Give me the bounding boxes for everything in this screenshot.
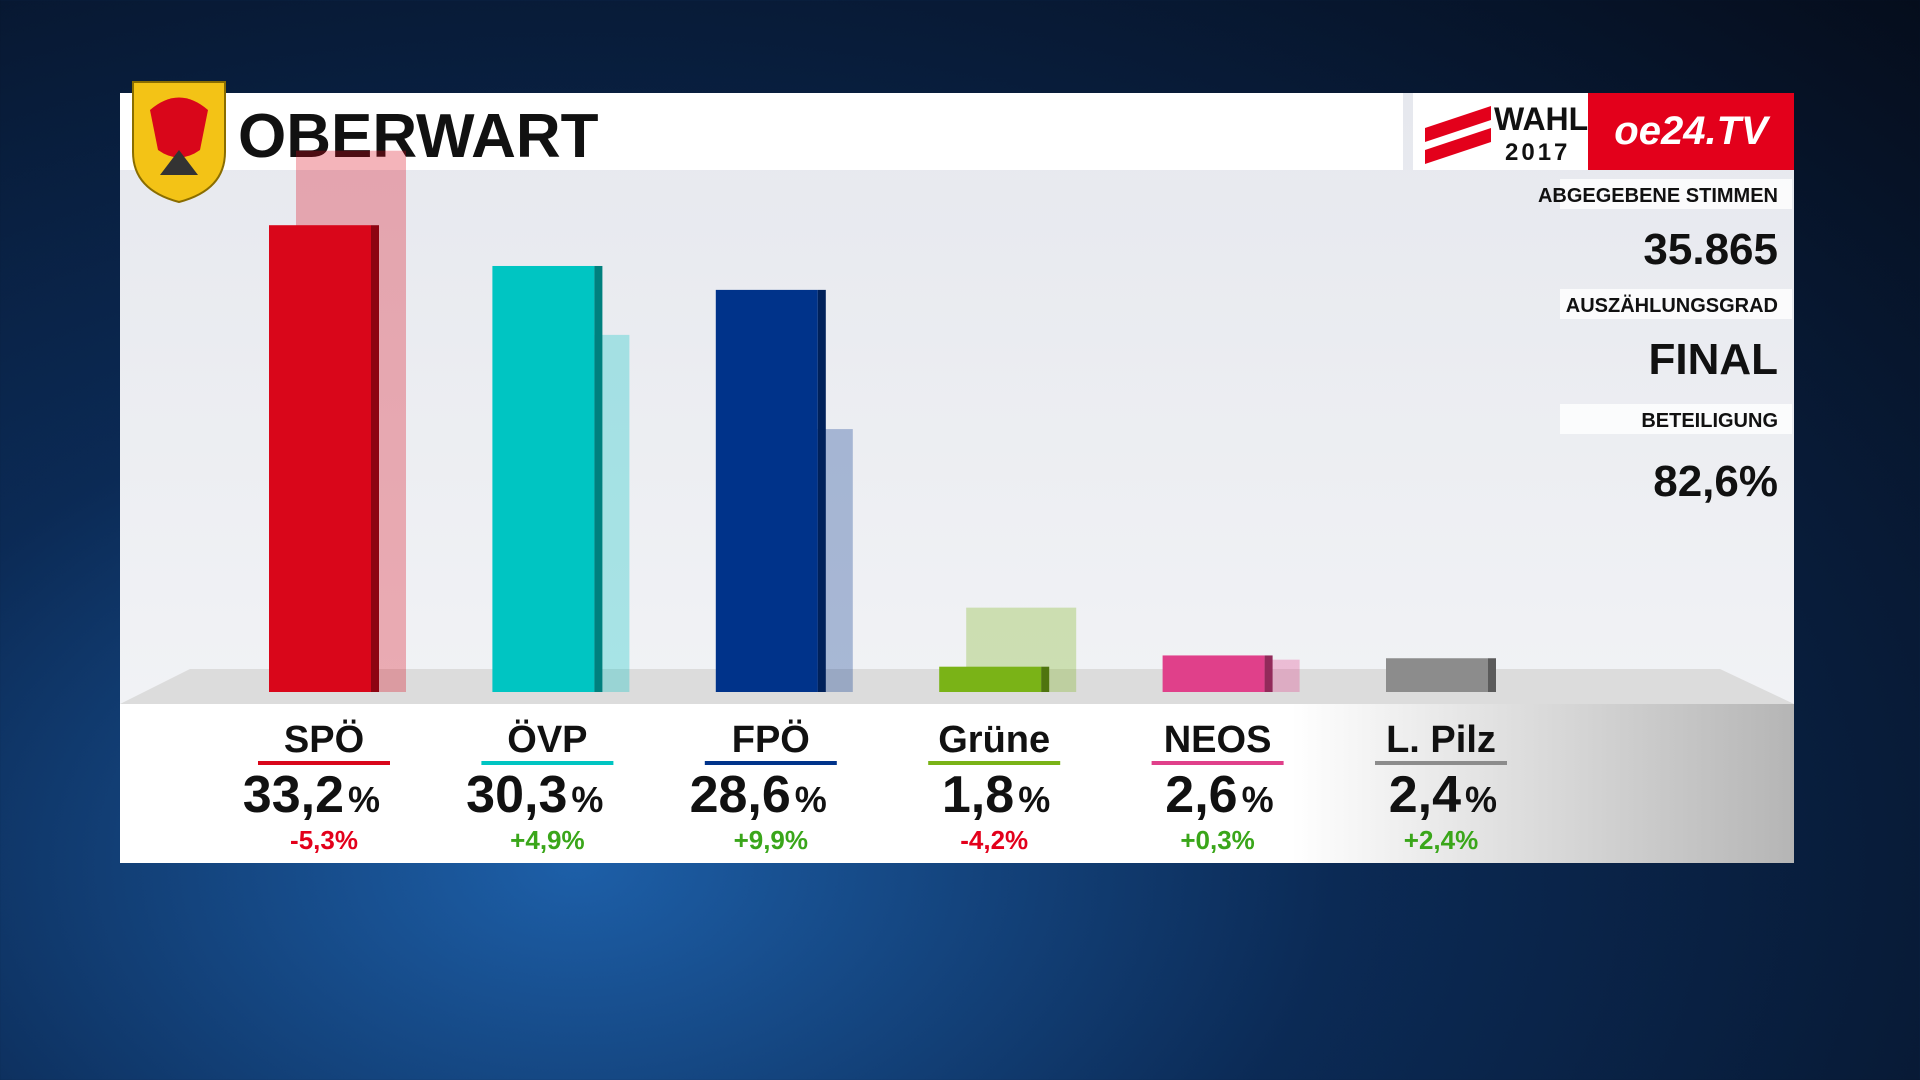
value-label: 2,6 [1165, 766, 1237, 824]
change-label: +4,9% [510, 825, 584, 855]
coat-of-arms [132, 81, 226, 204]
channel-box [1588, 93, 1794, 170]
bar-side [1041, 666, 1050, 692]
bar [939, 666, 1042, 692]
bar [1386, 658, 1488, 692]
info-value: FINAL [1648, 335, 1778, 384]
bar-side [1264, 655, 1273, 692]
bar [492, 265, 595, 692]
value-label: 33,2 [243, 766, 344, 824]
bar-side [817, 289, 826, 692]
logo-flag [1425, 106, 1491, 164]
info-label-bg [1560, 289, 1792, 319]
party-underline [258, 761, 390, 765]
value-unit: % [571, 779, 603, 820]
value-unit: % [348, 779, 380, 820]
title: OBERWART [238, 102, 599, 171]
value-label: 2,4 [1389, 766, 1461, 824]
info-value: 82,6% [1653, 457, 1778, 506]
info-label-bg [1560, 404, 1792, 434]
change-label: -5,3% [290, 825, 358, 855]
info-label-bg [1560, 179, 1792, 209]
change-label: +0,3% [1180, 825, 1254, 855]
logo-year: 2017 [1505, 139, 1570, 166]
party-underline [1375, 761, 1507, 765]
info-label: AUSZÄHLUNGSGRAD [1566, 294, 1778, 317]
party-name: NEOS [1164, 719, 1272, 761]
bar [715, 289, 818, 692]
bars: SPÖ 33,2 % -5,3% ÖVP 30,3 % +4,9% FPÖ 28,6 % +9,9% G… [243, 150, 1507, 855]
party-name: FPÖ [732, 718, 810, 761]
value-label: 28,6 [690, 766, 791, 824]
bar [269, 225, 371, 692]
value-label: 1,8 [942, 766, 1014, 824]
info-value: 35.865 [1643, 225, 1778, 274]
value-unit: % [1242, 779, 1274, 820]
title-bar [120, 93, 1403, 170]
channel-logo: oe24.TV [1614, 109, 1771, 153]
bar [1162, 655, 1265, 692]
change-label: -4,2% [960, 825, 1028, 855]
value-unit: % [1465, 779, 1497, 820]
party-underline [704, 761, 837, 765]
info-label: ABGEGEBENE STIMMEN [1538, 185, 1778, 207]
party-name: L. Pilz [1386, 719, 1496, 761]
party-name: Grüne [938, 719, 1050, 761]
bar-side [594, 265, 603, 692]
bar-side [1488, 658, 1496, 692]
value-unit: % [795, 779, 827, 820]
party-underline [481, 761, 614, 765]
info-panel: ABGEGEBENE STIMMEN 35.865 AUSZÄHLUNGSGRAD F… [1538, 179, 1792, 506]
change-label: +9,9% [734, 825, 808, 855]
value-unit: % [1018, 779, 1050, 820]
bar-side [371, 225, 379, 692]
label-band [120, 704, 1794, 863]
change-label: +2,4% [1404, 825, 1478, 855]
party-underline [1151, 761, 1284, 765]
party-name: SPÖ [284, 718, 364, 761]
party-name: ÖVP [507, 718, 587, 761]
info-label: BETEILIGUNG [1641, 410, 1778, 432]
logo-wahl: WAHL [1494, 101, 1588, 137]
party-underline [928, 761, 1061, 765]
value-label: 30,3 [466, 766, 567, 824]
